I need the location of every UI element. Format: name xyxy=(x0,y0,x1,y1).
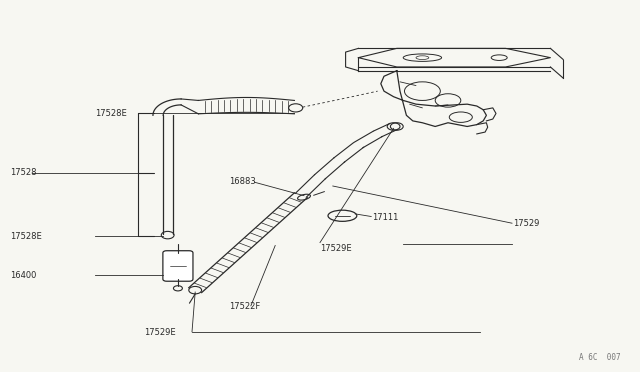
Text: 16400: 16400 xyxy=(10,271,36,280)
Text: 17529E: 17529E xyxy=(144,328,175,337)
FancyBboxPatch shape xyxy=(163,251,193,281)
Text: 17522F: 17522F xyxy=(229,302,260,311)
Text: A 6C  007: A 6C 007 xyxy=(579,353,621,362)
Text: 17529: 17529 xyxy=(513,219,540,228)
Text: 17111: 17111 xyxy=(372,213,399,222)
Text: 17529E: 17529E xyxy=(320,244,351,253)
Text: 16883: 16883 xyxy=(229,177,256,186)
Text: 17528: 17528 xyxy=(10,169,36,177)
Text: 17528E: 17528E xyxy=(10,232,42,241)
Text: 17528E: 17528E xyxy=(95,109,127,118)
